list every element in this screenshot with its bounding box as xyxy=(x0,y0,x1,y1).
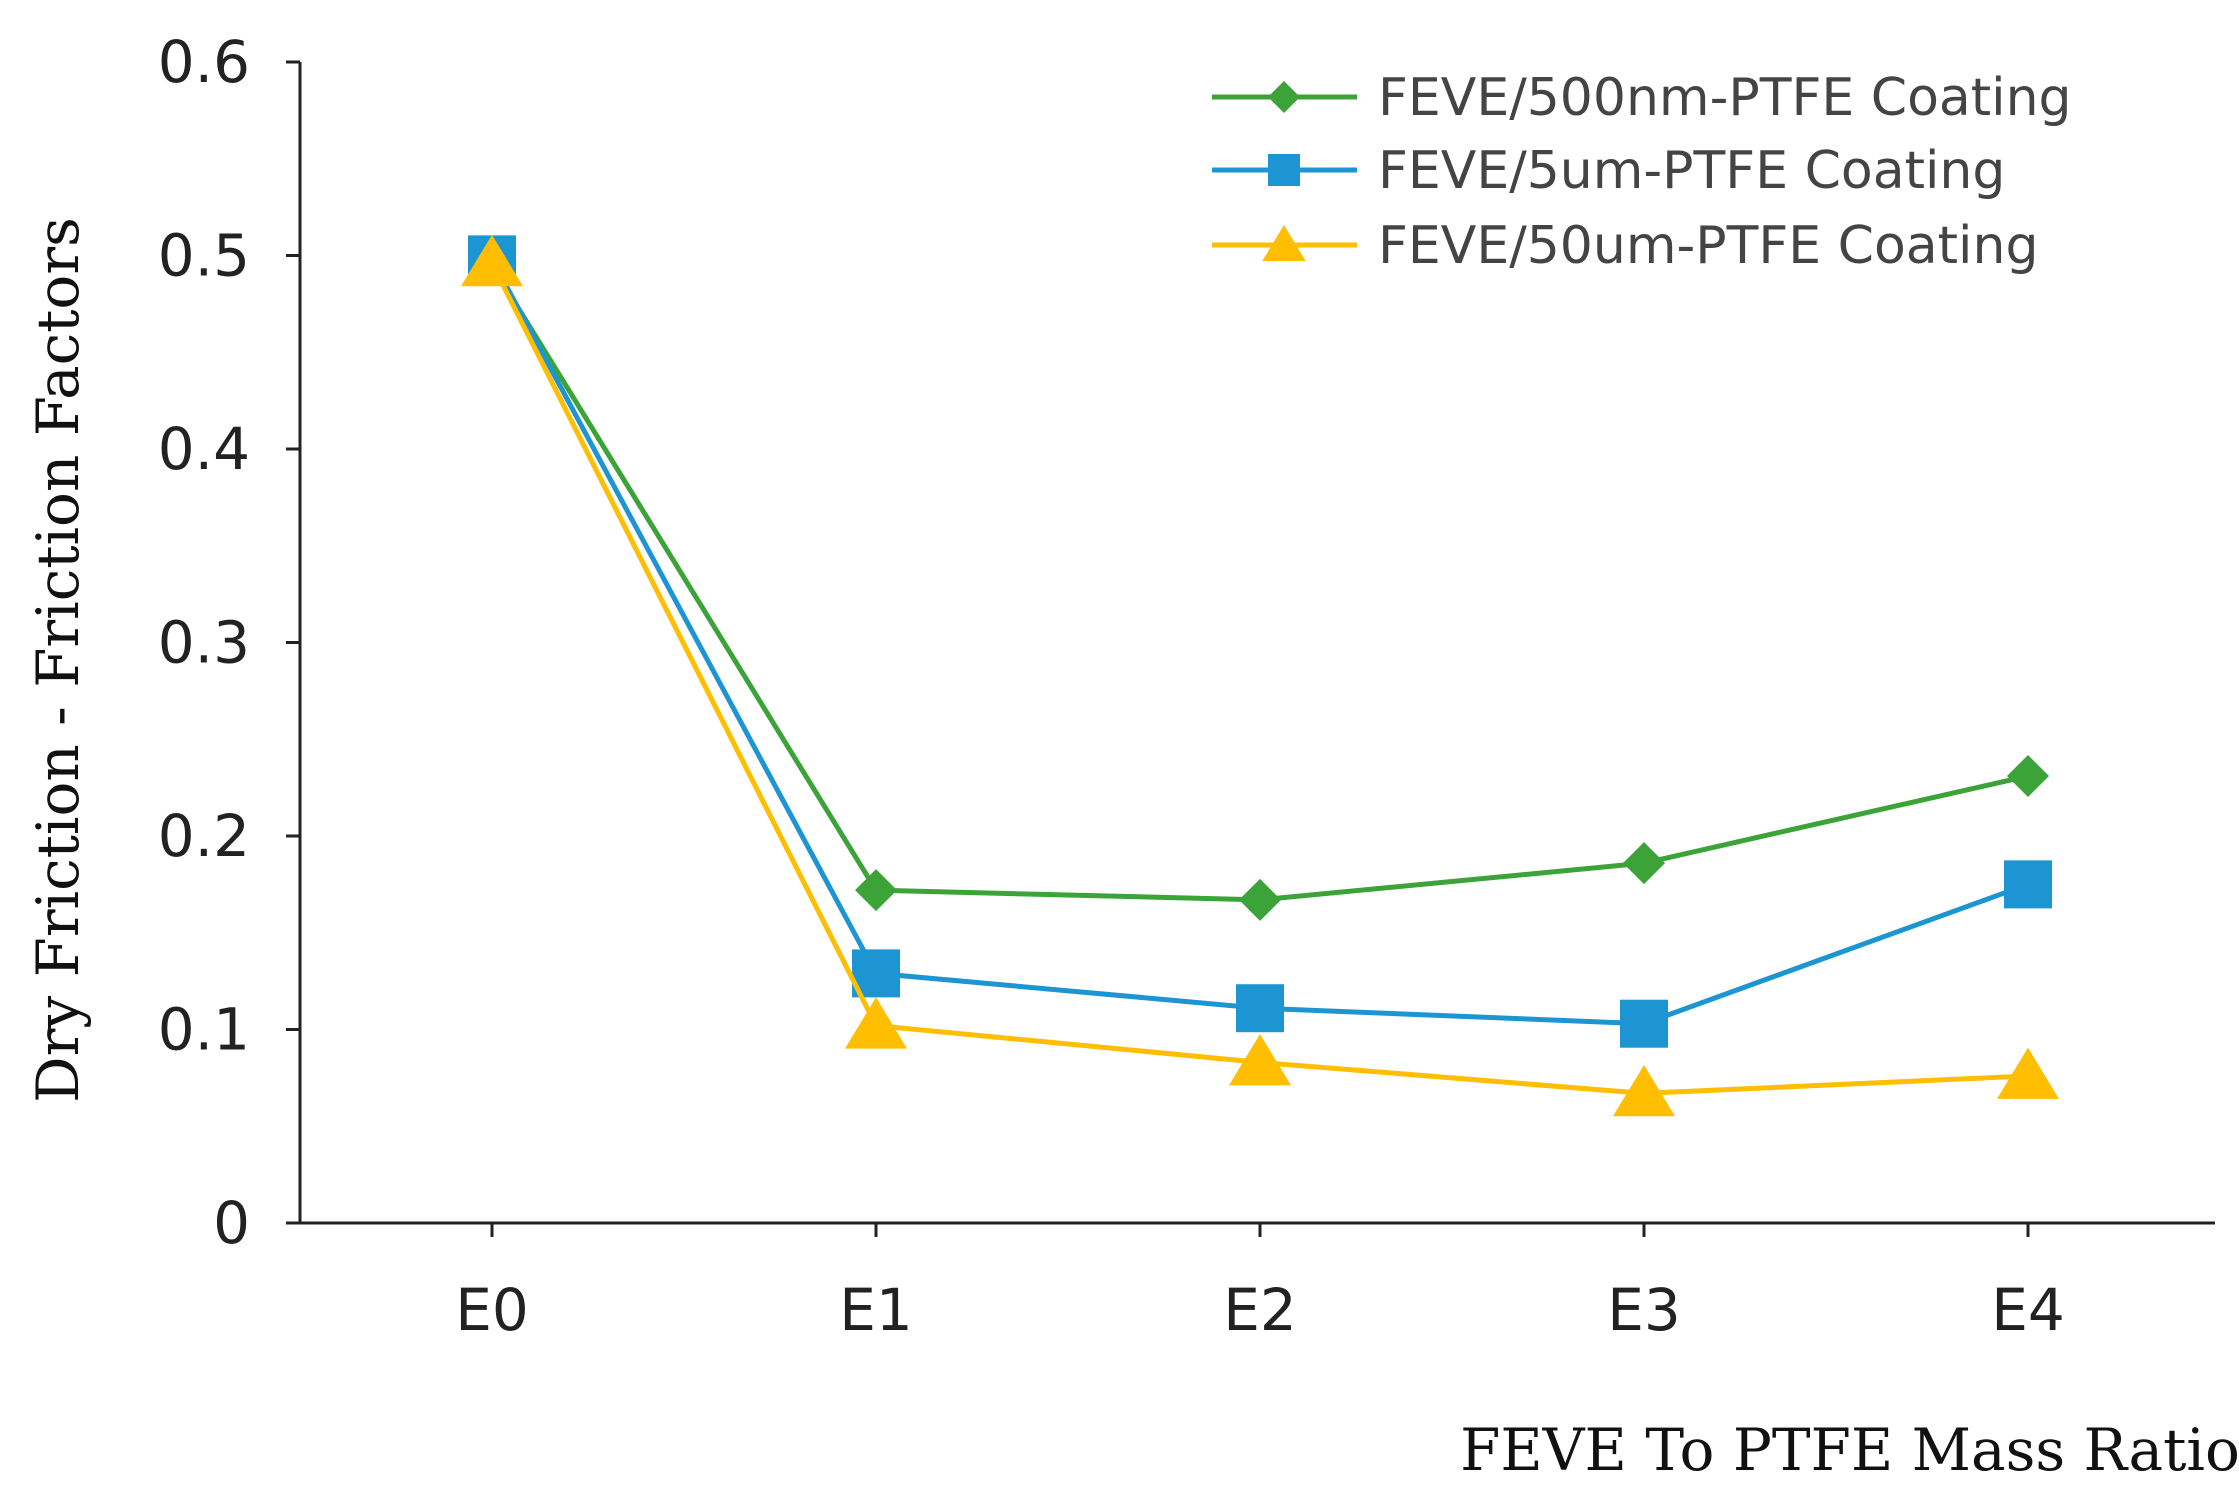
legend-item: FEVE/5um-PTFE Coating xyxy=(1212,141,2005,201)
data-point-diamond xyxy=(1623,842,1665,885)
x-tick-label: E2 xyxy=(1223,1276,1297,1344)
data-point-triangle xyxy=(844,997,908,1049)
x-tick-label: E4 xyxy=(1991,1276,2065,1344)
series-line xyxy=(489,263,2029,903)
data-point-triangle xyxy=(1228,1034,1292,1086)
legend-marker-diamond xyxy=(1268,81,1300,113)
legend-label: FEVE/5um-PTFE Coating xyxy=(1378,141,2005,201)
x-tick-label: E3 xyxy=(1607,1276,1681,1344)
legend-marker-square xyxy=(1268,154,1300,186)
series-layer xyxy=(460,234,2060,1117)
data-point-square xyxy=(1620,999,1668,1048)
x-ticks: E0 E1 E2 E3 E4 xyxy=(455,1223,2065,1344)
legend-marker-triangle xyxy=(1262,225,1306,262)
x-axis-title: FEVE To PTFE Mass Ratio xyxy=(1460,1416,2239,1484)
y-tick-label: 0.2 xyxy=(158,802,250,870)
y-tick-label: 0.5 xyxy=(158,222,250,290)
data-point-triangle xyxy=(1612,1065,1676,1117)
series-triangle xyxy=(460,234,2060,1117)
x-tick-label: E0 xyxy=(455,1276,529,1344)
x-tick-label: E1 xyxy=(839,1276,913,1344)
data-point-diamond xyxy=(2007,755,2049,798)
chart-legend: FEVE/500nm-PTFE Coating FEVE/5um-PTFE Coa… xyxy=(1212,68,2072,276)
y-axis-title: Dry Friction - Friction Factors xyxy=(24,217,92,1103)
y-tick-label: 0 xyxy=(213,1189,250,1257)
series-square xyxy=(468,235,2052,1048)
data-point-square xyxy=(2004,860,2052,909)
y-ticks: 0 0.1 0.2 0.3 0.4 0.5 0.6 xyxy=(158,28,300,1257)
legend-item: FEVE/500nm-PTFE Coating xyxy=(1212,68,2072,128)
data-point-triangle xyxy=(460,234,524,287)
legend-label: FEVE/50um-PTFE Coating xyxy=(1378,216,2038,276)
legend-item: FEVE/50um-PTFE Coating xyxy=(1212,216,2038,276)
y-tick-label: 0.4 xyxy=(158,415,250,483)
legend-label: FEVE/500nm-PTFE Coating xyxy=(1378,68,2072,128)
data-point-square xyxy=(1236,984,1284,1033)
data-point-diamond xyxy=(855,869,897,912)
data-point-triangle xyxy=(1996,1047,2060,1099)
data-point-diamond xyxy=(1239,878,1281,921)
series-diamond xyxy=(471,244,2049,921)
y-tick-label: 0.6 xyxy=(158,28,250,96)
y-tick-label: 0.3 xyxy=(158,609,250,677)
y-tick-label: 0.1 xyxy=(158,996,250,1064)
